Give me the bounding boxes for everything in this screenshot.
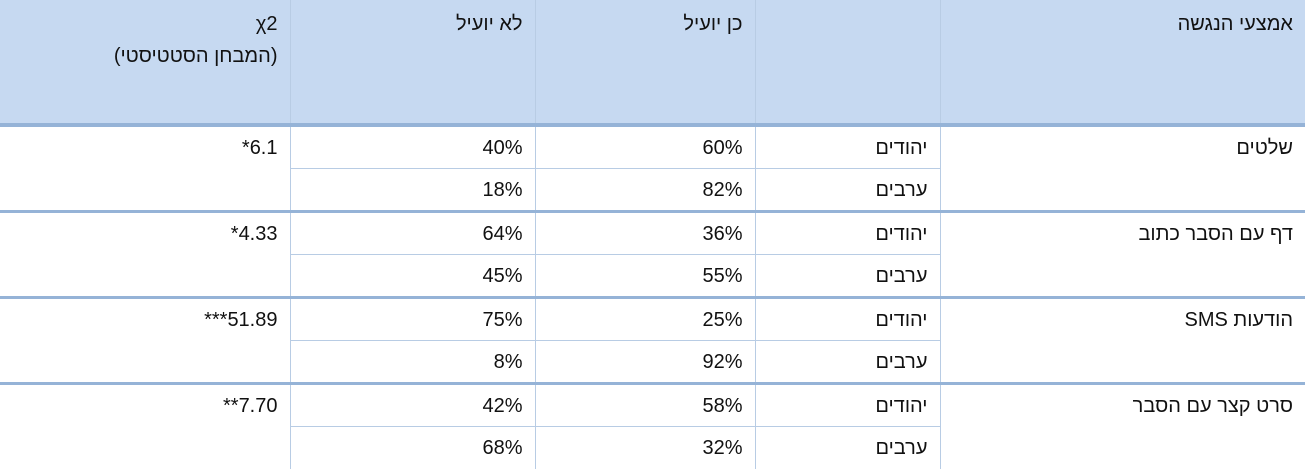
table-row: דף עם הסבר כתוב יהודים 36% 64% 4.33*	[0, 209, 1305, 297]
table-row: סרט קצר עם הסבר יהודים 58% 42% 7.70**	[0, 381, 1305, 469]
header-cell	[754, 0, 940, 127]
yes-cell: 92%	[534, 339, 755, 383]
group-cell: יהודים	[754, 381, 940, 426]
chi-cell: 4.33*	[0, 209, 290, 297]
chi-cell: 6.1*	[0, 123, 290, 211]
table-row: ערבים 92% 8%	[0, 339, 1305, 383]
header-cell: כן יועיל	[534, 0, 755, 127]
group-cell: ערבים	[754, 339, 940, 383]
means-cell: הודעות SMS	[939, 295, 1305, 383]
table-row: שלטים יהודים 60% 40% 6.1*	[0, 123, 1305, 211]
header-cell: לא יועיל	[289, 0, 535, 127]
no-cell: 18%	[289, 167, 535, 211]
group-cell: יהודים	[754, 295, 940, 340]
group-cell: יהודים	[754, 209, 940, 254]
yes-cell: 32%	[534, 425, 755, 469]
group-cell: ערבים	[754, 425, 940, 469]
yes-cell: 58%	[534, 381, 755, 426]
group-cell: יהודים	[754, 123, 940, 168]
means-cell: שלטים	[939, 123, 1305, 211]
no-cell: 68%	[289, 425, 535, 469]
header-cell: אמצעי הנגשה	[939, 0, 1305, 127]
table-row: הודעות SMS יהודים 25% 75% 51.89***	[0, 295, 1305, 383]
header-line: χ2	[255, 13, 278, 35]
group-cell: ערבים	[754, 253, 940, 297]
means-cell: דף עם הסבר כתוב	[939, 209, 1305, 297]
chi-cell: 51.89***	[0, 295, 290, 383]
header-row: אמצעי הנגשה כן יועיל לא יועיל χ2 (המבחן …	[0, 0, 1305, 127]
no-cell: 75%	[289, 295, 535, 340]
no-cell: 64%	[289, 209, 535, 254]
table-row: ערבים 32% 68%	[0, 425, 1305, 469]
table-row: ערבים 55% 45%	[0, 253, 1305, 297]
yes-cell: 82%	[534, 167, 755, 211]
no-cell: 8%	[289, 339, 535, 383]
no-cell: 45%	[289, 253, 535, 297]
chi-cell: 7.70**	[0, 381, 290, 469]
means-cell: סרט קצר עם הסבר	[939, 381, 1305, 469]
yes-cell: 36%	[534, 209, 755, 254]
no-cell: 42%	[289, 381, 535, 426]
group-cell: ערבים	[754, 167, 940, 211]
yes-cell: 55%	[534, 253, 755, 297]
header-cell: χ2 (המבחן הסטטיסטי)	[0, 0, 290, 127]
header-line: (המבחן הסטטיסטי)	[113, 45, 278, 67]
table-row: ערבים 82% 18%	[0, 167, 1305, 211]
yes-cell: 60%	[534, 123, 755, 168]
yes-cell: 25%	[534, 295, 755, 340]
no-cell: 40%	[289, 123, 535, 168]
table-body: שלטים יהודים 60% 40% 6.1* ערבים 82% 18% דף עם הס…	[0, 123, 1305, 469]
